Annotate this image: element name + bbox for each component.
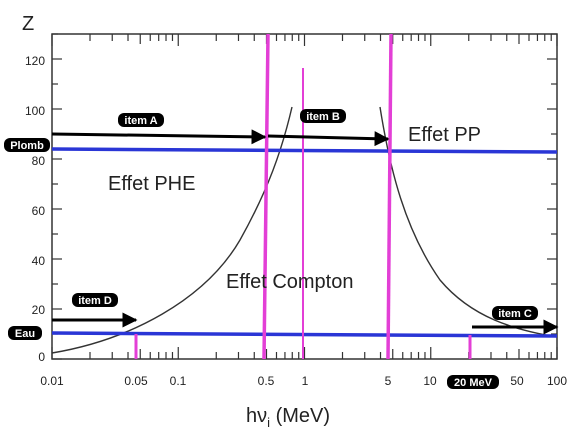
x-tick-label-1: 1: [302, 374, 309, 388]
plot-frame: [51, 33, 558, 360]
tag-plomb: Plomb: [4, 138, 50, 152]
tag-item-d-label: item D: [78, 295, 112, 307]
x-tick-label-50: 50: [510, 374, 524, 388]
tag-20-mev-bg: [447, 375, 499, 389]
x-tick-labels: 0.01 0.05 0.1 0.5 1 5 10 50 100: [40, 374, 567, 388]
y-tick-label-40: 40: [32, 254, 46, 268]
tag-item-b-bg: [300, 109, 346, 123]
region-label-compton: Effet Compton: [226, 271, 353, 293]
plomb-line: [51, 147, 558, 154]
y-tick-label-80: 80: [32, 154, 46, 168]
x-tick-label-0.05: 0.05: [124, 374, 148, 388]
x-tick-label-5: 5: [385, 374, 392, 388]
arrow-item-b: [267, 131, 390, 147]
region-label-phe: Effet PHE: [108, 173, 195, 195]
tag-item-a: item A: [118, 113, 164, 127]
tag-20-mev-label: 20 MeV: [454, 377, 493, 389]
x-tick-label-0.5: 0.5: [258, 374, 275, 388]
tag-item-c: item C: [492, 306, 538, 320]
region-label-pp: Effet PP: [408, 124, 481, 146]
energy-line-0.5-mev: [262, 33, 270, 360]
tag-item-d: item D: [72, 293, 118, 307]
tag-20-mev: 20 MeV: [447, 375, 499, 389]
tag-item-a-label: item A: [124, 115, 157, 127]
x-tick-label-10: 10: [423, 374, 437, 388]
tag-item-c-bg: [492, 306, 538, 320]
y-tick-label-20: 20: [32, 303, 46, 317]
tag-item-c-label: item C: [498, 308, 532, 320]
phe-compton-boundary-curve: [51, 106, 293, 354]
tag-eau: Eau: [8, 326, 42, 340]
y-tick-labels: 0 20 40 60 80 100 120: [25, 54, 45, 364]
axis-ticks: [51, 33, 558, 360]
y-tick-label-60: 60: [32, 204, 46, 218]
tag-eau-label: Eau: [15, 328, 35, 340]
x-axis-title: hνi (MeV): [246, 405, 330, 430]
tag-eau-bg: [8, 326, 42, 340]
tag-plomb-label: Plomb: [10, 140, 44, 152]
y-tick-label-0: 0: [38, 350, 45, 364]
x-tick-label-0.1: 0.1: [170, 374, 187, 388]
y-tick-label-100: 100: [25, 104, 45, 118]
eau-line: [51, 331, 558, 338]
y-tick-label-120: 120: [25, 54, 45, 68]
x-tick-label-0.01: 0.01: [40, 374, 64, 388]
tag-item-b-label: item B: [306, 111, 340, 123]
energy-line-5-mev: [386, 33, 393, 360]
arrow-item-a: [51, 129, 267, 145]
tag-item-a-bg: [118, 113, 164, 127]
tag-plomb-bg: [4, 138, 50, 152]
x-tick-label-100: 100: [547, 374, 567, 388]
tag-item-b: item B: [300, 109, 346, 123]
tag-item-d-bg: [72, 293, 118, 307]
y-axis-title: Z: [22, 13, 34, 35]
